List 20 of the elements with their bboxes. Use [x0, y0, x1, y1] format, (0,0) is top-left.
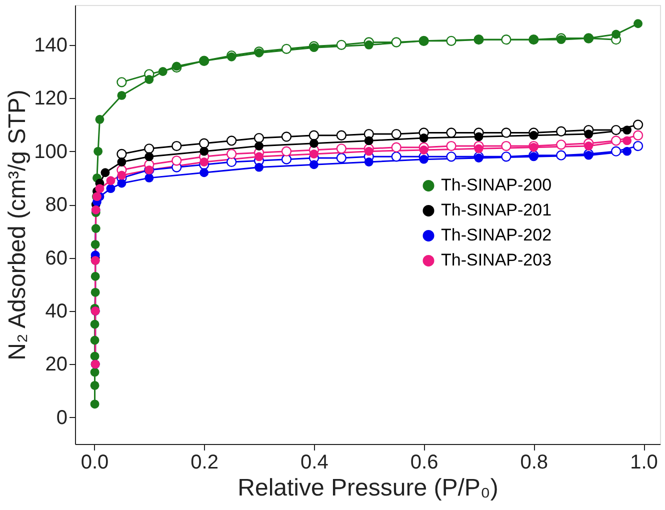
y-tick-label: 120: [34, 88, 68, 110]
x-axis-title: Relative Pressure (P/P₀): [238, 474, 498, 502]
x-tick-label: 0.4: [300, 452, 328, 474]
x-tick-label: 0.2: [190, 452, 218, 474]
legend-label: Th-SINAP-200: [441, 176, 552, 195]
y-tick-label: 40: [45, 300, 68, 322]
y-tick-label: 140: [34, 34, 68, 56]
y-tick-label: 80: [45, 194, 68, 216]
y-tick-label: 0: [56, 406, 68, 429]
y-tick-label: 20: [45, 354, 68, 376]
x-tick-label: 1.0: [630, 452, 658, 474]
y-axis-title: N₂ Adsorbed (cm³/g STP): [4, 90, 32, 360]
legend-label: Th-SINAP-203: [441, 250, 552, 270]
y-tick-label: 100: [34, 140, 68, 163]
x-tick-label: 0.0: [80, 452, 109, 474]
legend-label: Th-SINAP-201: [441, 200, 552, 220]
x-tick-label: 0.6: [410, 452, 438, 474]
legend-label: Th-SINAP-202: [441, 226, 552, 245]
y-tick-label: 60: [45, 247, 68, 270]
x-tick-label: 0.8: [520, 452, 548, 474]
